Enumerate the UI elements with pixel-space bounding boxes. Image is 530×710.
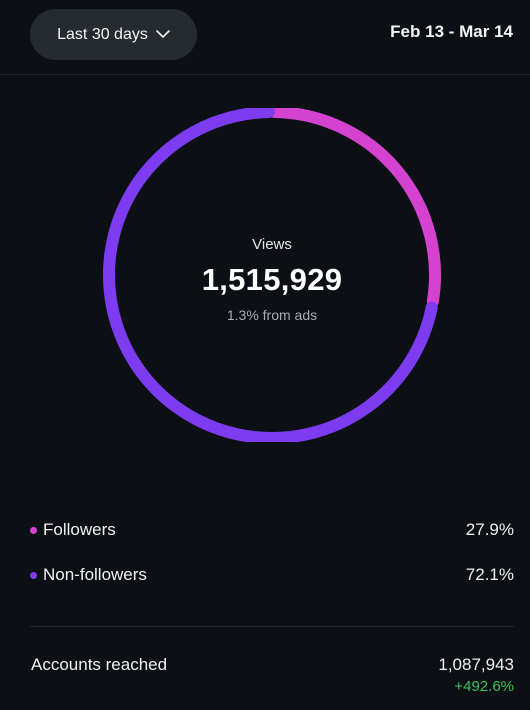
- non-followers-dot: [30, 571, 37, 579]
- legend-label: Followers: [43, 520, 116, 539]
- chevron-down-icon: [156, 30, 170, 38]
- legend-percent: 27.9%: [465, 520, 514, 539]
- followers-dot: [30, 526, 37, 534]
- accounts-reached-change: +492.6%: [454, 678, 514, 695]
- views-donut-chart: Views 1,515,929 1.3% from ads: [99, 108, 445, 442]
- views-label: Views: [252, 236, 292, 253]
- date-range-dropdown-label: Last 30 days: [57, 25, 148, 43]
- date-range-dropdown[interactable]: Last 30 days: [30, 9, 197, 60]
- legend-item-non-followers: Non-followers 72.1%: [30, 563, 514, 587]
- divider: [30, 626, 514, 627]
- legend-label: Non-followers: [43, 565, 147, 584]
- donut-segment-non-followers: [103, 108, 438, 442]
- ads-share-text: 1.3% from ads: [226, 307, 318, 323]
- accounts-reached-label: Accounts reached: [31, 655, 168, 674]
- legend-percent: 72.1%: [465, 565, 514, 584]
- legend-item-followers: Followers 27.9%: [30, 518, 514, 542]
- donut-svg: [103, 108, 441, 442]
- views-value: 1,515,929: [201, 262, 343, 297]
- date-range-text: Feb 13 - Mar 14: [390, 22, 513, 41]
- donut-segment-followers: [269, 108, 441, 308]
- top-bar: Last 30 days Feb 13 - Mar 14: [0, 0, 530, 75]
- donut-center: Views 1,515,929 1.3% from ads: [99, 108, 445, 442]
- accounts-reached-value: 1,087,943: [438, 655, 514, 674]
